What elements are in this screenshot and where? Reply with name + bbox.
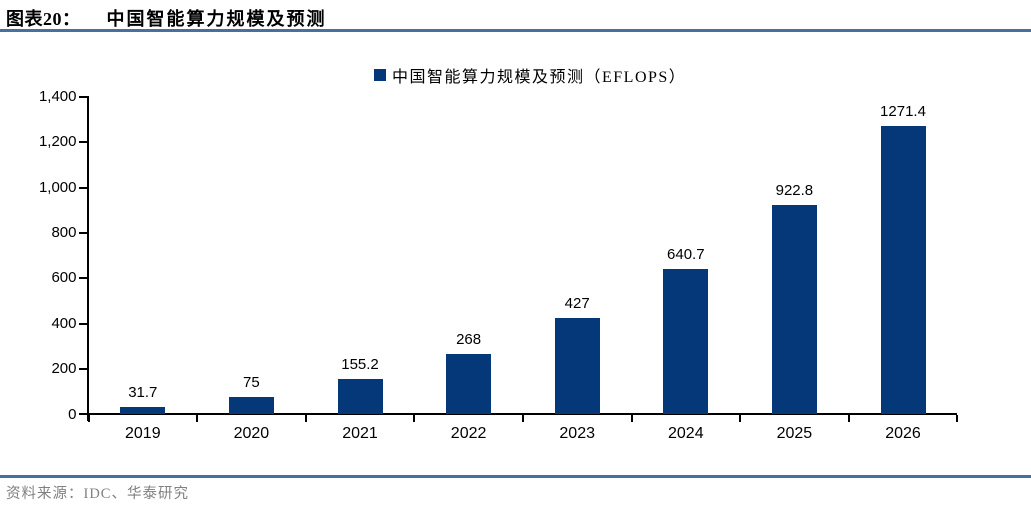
bar-value-label: 1271.4: [880, 103, 926, 121]
title-divider-line: [0, 29, 1031, 32]
bar-value-label: 427: [564, 294, 590, 312]
y-tick: [78, 96, 89, 98]
x-axis-line: [78, 412, 958, 415]
y-tick: [78, 141, 89, 144]
bar: [771, 205, 817, 415]
x-tick-label: 2020: [233, 424, 270, 442]
figure-number-label: 图表20：: [6, 9, 81, 29]
x-tick-label: 2026: [885, 424, 921, 442]
bar-value-label: 640.7: [667, 246, 705, 264]
bar: [446, 353, 492, 415]
bar-value-label: 31.7: [128, 384, 158, 402]
x-tick: [739, 414, 742, 422]
legend-label: 中国智能算力规模及预测（EFLOPS）: [392, 69, 687, 86]
x-tick-label: 2024: [668, 424, 704, 442]
figure-header: 图表20： 中国智能算力规模及预测: [6, 5, 1026, 31]
x-tick: [956, 414, 959, 422]
x-tick: [413, 414, 416, 422]
x-tick-label: 2025: [776, 424, 813, 442]
y-tick-label: 200: [51, 360, 77, 378]
x-tick-label: 2022: [450, 424, 487, 442]
y-tick-label: 1,200: [38, 133, 77, 151]
x-tick-label: 2023: [559, 424, 595, 442]
x-tick-label: 2021: [342, 424, 378, 442]
y-tick: [78, 322, 89, 325]
x-tick: [87, 414, 90, 422]
bar-value-label: 268: [456, 330, 482, 348]
figure-title: 中国智能算力规模及预测: [106, 9, 327, 29]
y-tick-label: 1,000: [38, 178, 77, 196]
bar: [880, 126, 926, 415]
legend-swatch-icon: [374, 69, 386, 81]
y-tick: [78, 186, 89, 189]
y-axis-line: [86, 97, 89, 421]
chart-legend: 中国智能算力规模及预测（EFLOPS）: [374, 63, 686, 87]
y-tick: [78, 277, 89, 280]
y-tick-label: 400: [51, 314, 77, 332]
bar: [337, 379, 383, 415]
bar-value-label: 922.8: [775, 182, 814, 200]
bar-value-label: 155.2: [341, 356, 379, 374]
y-tick: [78, 368, 89, 371]
y-tick: [78, 232, 89, 235]
y-tick-label: 800: [51, 224, 77, 242]
bar: [663, 269, 709, 415]
y-tick-label: 1,400: [38, 88, 77, 105]
x-tick: [304, 414, 307, 422]
x-tick: [847, 414, 850, 422]
source-note: 资料来源：IDC、华泰研究: [6, 486, 189, 502]
x-tick: [196, 414, 199, 422]
y-tick-label: 600: [51, 269, 77, 287]
bar-value-label: 75: [243, 374, 260, 392]
x-tick-label: 2019: [125, 424, 161, 442]
x-tick: [630, 414, 633, 422]
y-tick-label: 0: [68, 405, 77, 423]
bar: [554, 317, 600, 415]
x-tick: [521, 414, 524, 422]
bar: [228, 397, 274, 415]
bar: [120, 407, 166, 415]
footer-divider-line: [0, 475, 1031, 478]
